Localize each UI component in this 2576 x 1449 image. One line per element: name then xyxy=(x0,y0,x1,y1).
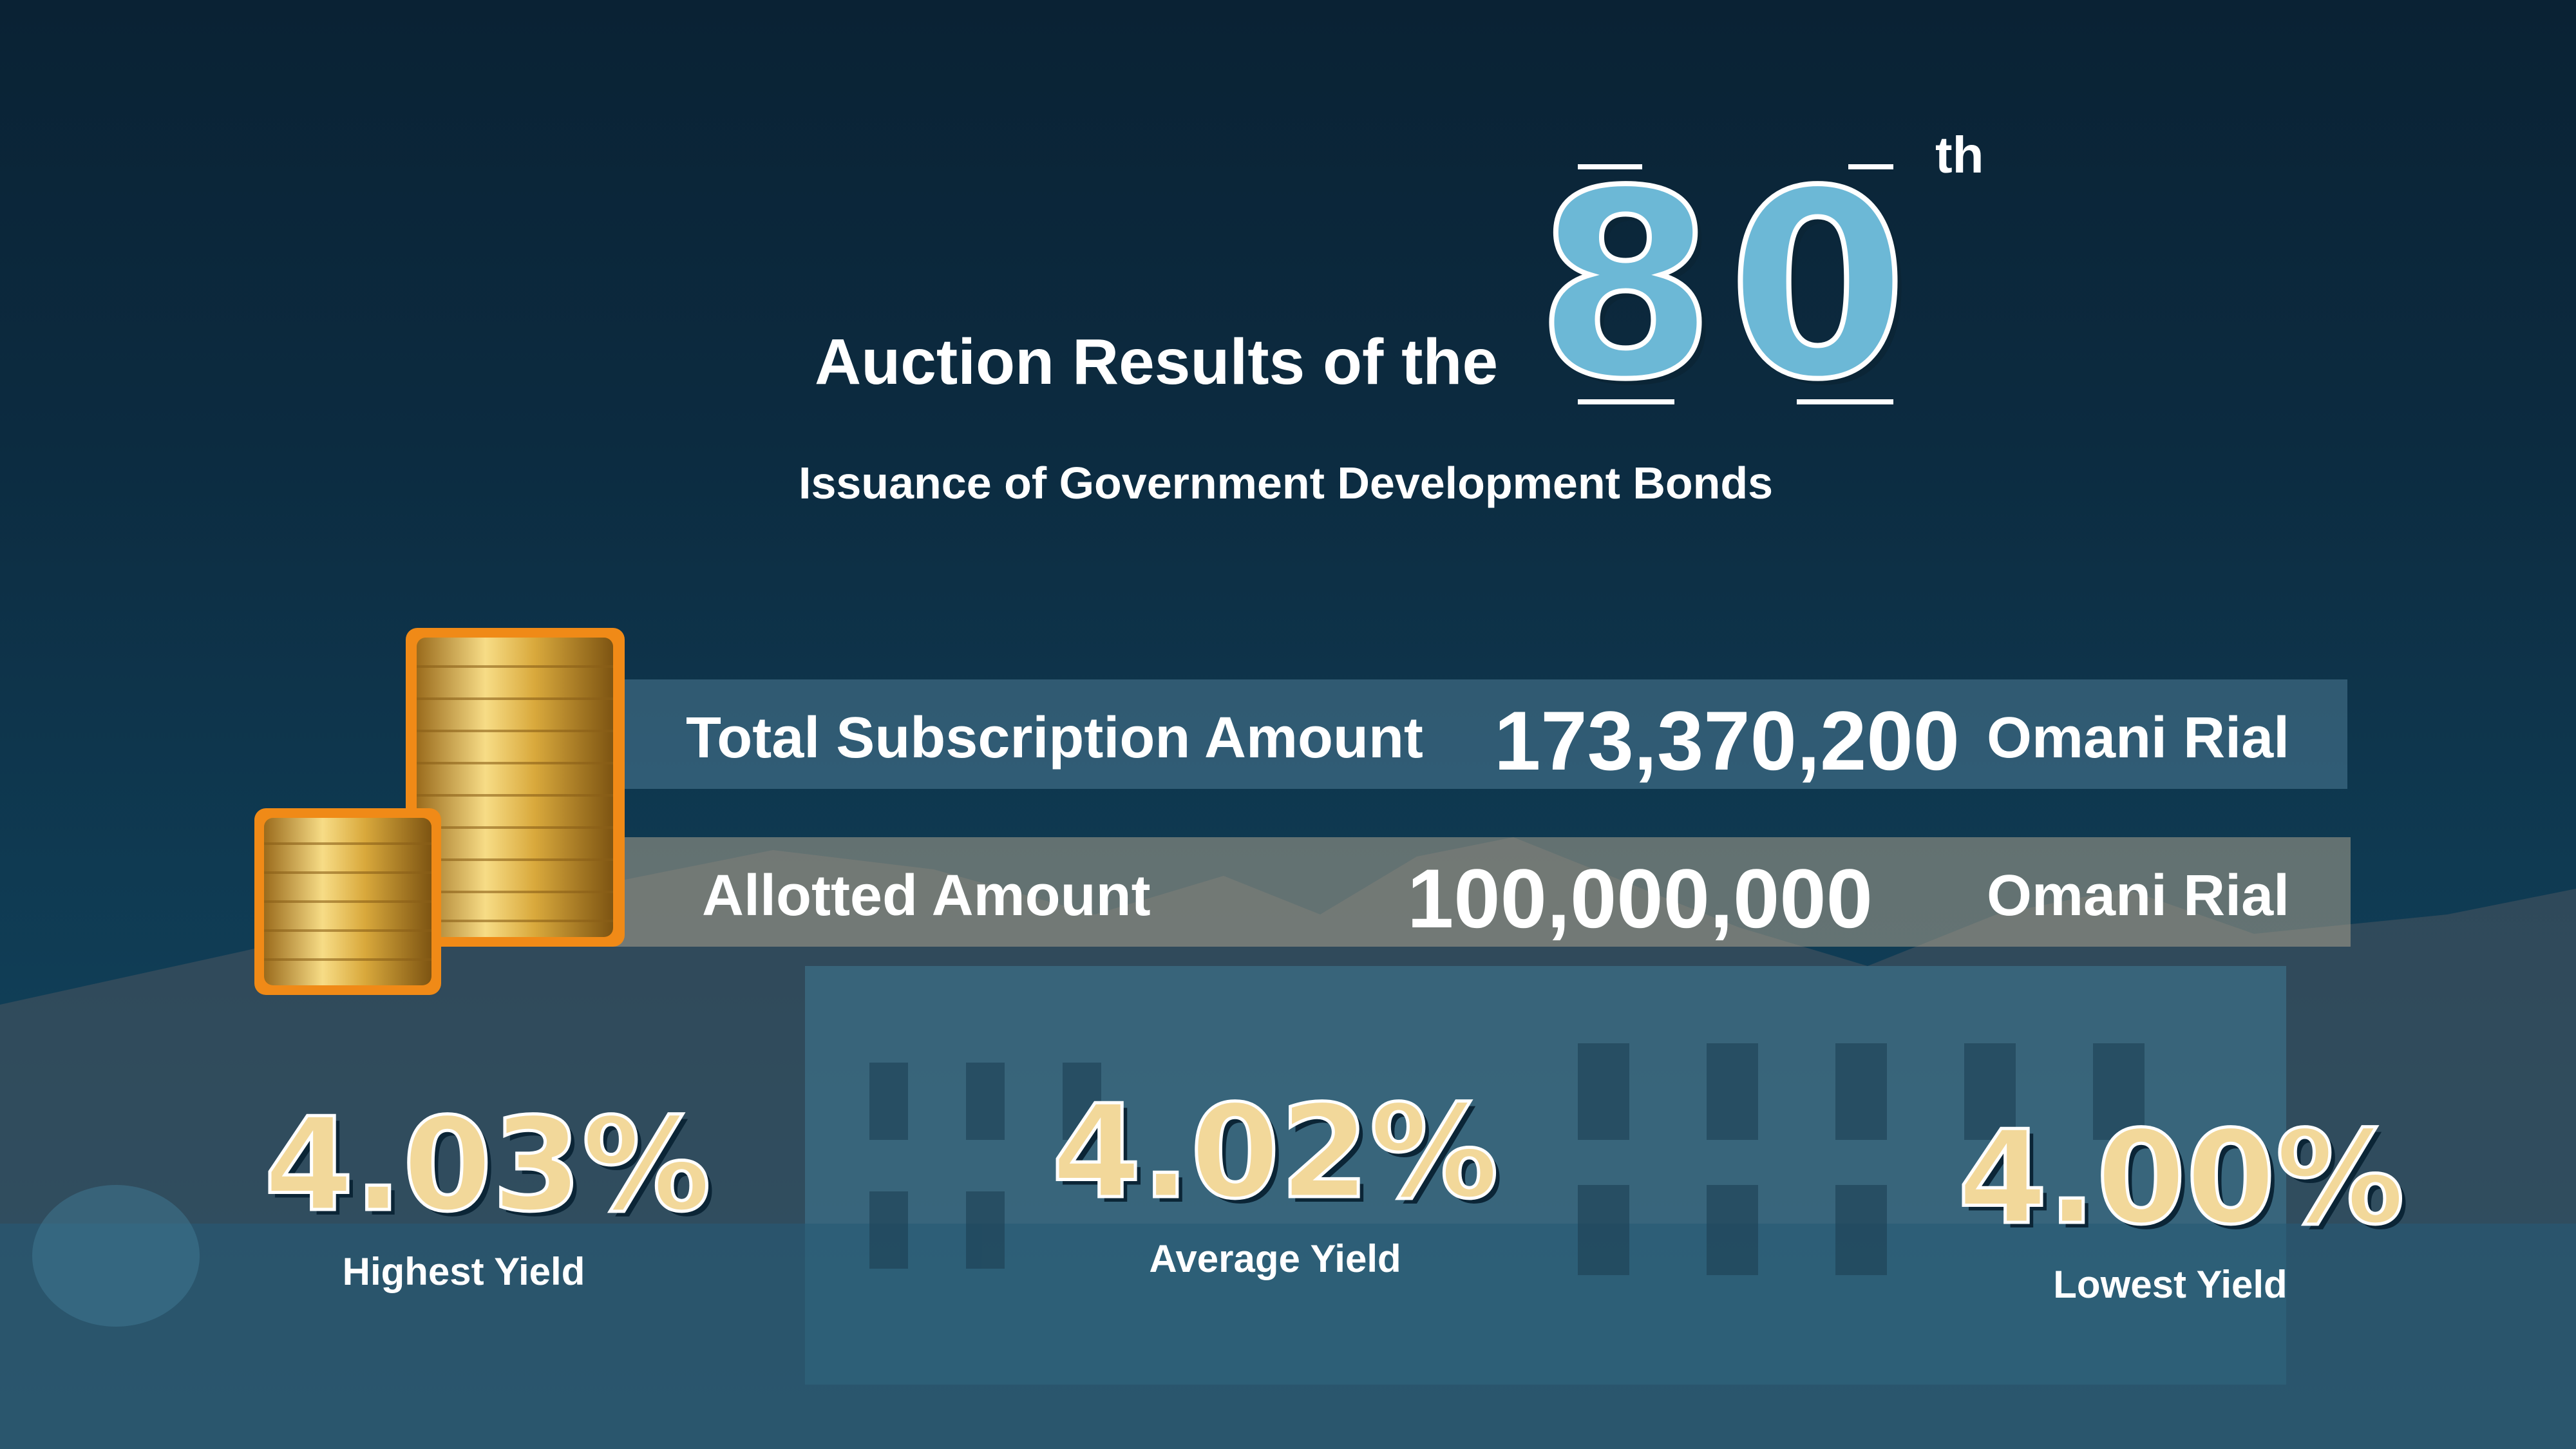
allotted-amount-label: Allotted Amount xyxy=(702,864,1151,928)
decor-line xyxy=(1578,399,1674,404)
ordinal-suffix: th xyxy=(1935,126,1984,184)
highest-yield-value: 4.03% xyxy=(263,1090,713,1240)
average-yield-label: Average Yield xyxy=(1149,1237,1401,1280)
decor-line xyxy=(1578,164,1642,169)
gold-coin-stacks-icon xyxy=(254,628,625,995)
decor-line xyxy=(1848,164,1893,169)
allotted-currency: Omani Rial xyxy=(1987,864,2290,928)
highest-yield: 4.03% Highest Yield xyxy=(263,1090,713,1294)
allotted-amount-value: 100,000,000 xyxy=(1407,851,1873,945)
issue-number: 80 xyxy=(1533,137,1920,436)
allotted-amount-row: Allotted Amount 100,000,000 Omani Rial xyxy=(567,837,2351,947)
subscription-amount-row: Total Subscription Amount 173,370,200 Om… xyxy=(609,679,2347,789)
subscription-currency: Omani Rial xyxy=(1987,706,2290,770)
highest-yield-label: Highest Yield xyxy=(342,1250,585,1293)
title: Auction Results of the xyxy=(815,325,1498,399)
subtitle: Issuance of Government Development Bonds xyxy=(799,458,1774,508)
average-yield: 4.02% Average Yield xyxy=(1043,1077,1507,1281)
lowest-yield-value: 4.00% xyxy=(1956,1103,2407,1253)
decor-line xyxy=(1797,399,1893,404)
subscription-amount-label: Total Subscription Amount xyxy=(686,706,1423,770)
lowest-yield-label: Lowest Yield xyxy=(2053,1263,2287,1306)
average-yield-value: 4.02% xyxy=(1050,1077,1501,1227)
title-prefix: Auction Results of the xyxy=(815,326,1499,398)
lowest-yield: 4.00% Lowest Yield xyxy=(1956,1103,2407,1307)
subscription-amount-value: 173,370,200 xyxy=(1494,694,1960,788)
